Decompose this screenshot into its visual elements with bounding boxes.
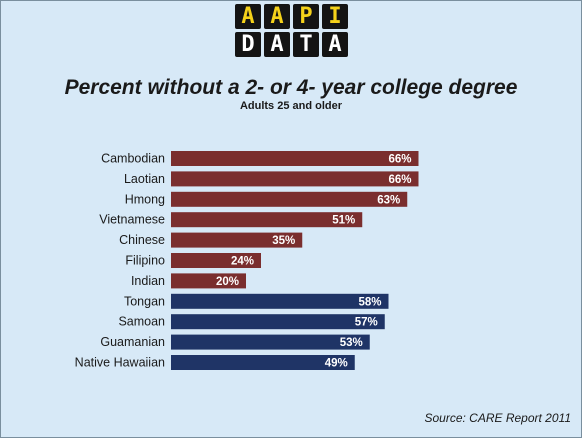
category-label: Filipino xyxy=(125,254,165,268)
logo-tile: P xyxy=(293,4,319,29)
value-label: 24% xyxy=(231,256,254,268)
bar xyxy=(171,191,408,207)
bar xyxy=(171,334,370,350)
value-label: 66% xyxy=(388,154,411,166)
value-label: 63% xyxy=(377,194,400,206)
category-label: Tongan xyxy=(124,294,165,308)
logo-tile: A xyxy=(264,32,290,57)
chart-subtitle: Adults 25 and older xyxy=(239,100,343,112)
bar xyxy=(171,212,363,228)
logo-tile: A xyxy=(264,4,290,29)
value-label: 57% xyxy=(355,317,378,329)
bar xyxy=(171,253,261,268)
chart-title: Percent without a 2- or 4- year college … xyxy=(64,76,518,99)
bar xyxy=(171,171,419,187)
logo-tile: A xyxy=(322,32,348,57)
logo-tile: A xyxy=(235,4,261,29)
bar xyxy=(171,293,389,309)
category-label: Vietnamese xyxy=(99,213,165,227)
value-label: 66% xyxy=(388,174,411,186)
logo-tile: D xyxy=(235,32,261,57)
value-label: 53% xyxy=(340,337,363,349)
category-label: Indian xyxy=(131,274,165,288)
category-label: Chinese xyxy=(119,233,165,247)
bar xyxy=(171,151,419,166)
category-label: Native Hawaiian xyxy=(75,356,165,370)
bar xyxy=(171,232,303,248)
category-label: Laotian xyxy=(124,172,165,186)
logo-tile: T xyxy=(293,32,319,57)
value-label: 35% xyxy=(272,235,295,247)
bar xyxy=(171,314,385,330)
value-label: 58% xyxy=(358,296,381,308)
source-note: Source: CARE Report 2011 xyxy=(424,411,571,425)
category-label: Cambodian xyxy=(101,152,165,166)
value-label: 49% xyxy=(325,358,348,370)
bar xyxy=(171,355,355,370)
value-label: 20% xyxy=(216,276,239,288)
bar xyxy=(171,273,246,289)
category-label: Guamanian xyxy=(100,335,165,349)
category-label: Hmong xyxy=(125,192,165,206)
logo-tile: I xyxy=(322,4,348,29)
value-label: 51% xyxy=(332,215,355,227)
category-label: Samoan xyxy=(118,315,165,329)
